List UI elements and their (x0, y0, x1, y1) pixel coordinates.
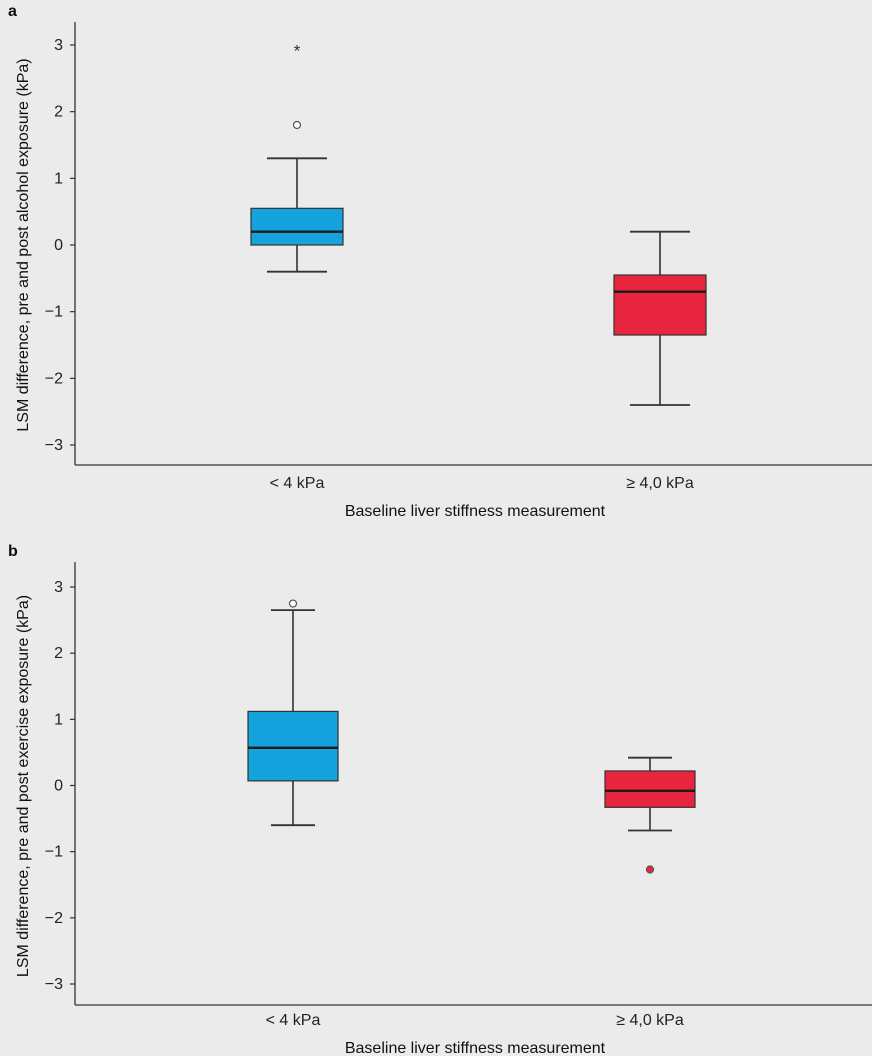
y-axis-title: LSM difference, pre and post alcohol exp… (15, 58, 32, 431)
box (604, 770, 696, 808)
y-tick-label: −2 (45, 370, 63, 387)
y-tick-label: −1 (45, 844, 63, 861)
extreme-outlier: * (294, 41, 301, 60)
y-tick-label: 2 (54, 104, 63, 121)
y-tick-label: 0 (54, 237, 63, 254)
outlier-point (292, 120, 302, 130)
y-tick-label: 3 (54, 579, 63, 596)
y-tick-label: −1 (45, 304, 63, 321)
x-tick-label: ≥ 4,0 kPa (626, 475, 694, 492)
panel-a: a LSM difference, pre and post alcohol e… (8, 3, 872, 520)
y-tick-label: −2 (45, 910, 63, 927)
x-tick-label: ≥ 4,0 kPa (616, 1012, 684, 1029)
box-group: * (250, 41, 344, 273)
box-group (247, 599, 339, 827)
y-tick-label: 0 (54, 778, 63, 795)
boxplot-chart-a: a LSM difference, pre and post alcohol e… (8, 3, 872, 520)
y-tick-label: 1 (54, 711, 63, 728)
box (247, 710, 339, 782)
box (250, 207, 344, 246)
outlier-point (645, 865, 655, 874)
box-group (613, 230, 707, 406)
y-axis-title: LSM difference, pre and post exercise ex… (15, 595, 32, 977)
y-tick-label: 1 (54, 170, 63, 187)
box-group (604, 756, 696, 874)
y-tick-label: −3 (45, 437, 63, 454)
x-tick-label: < 4 kPa (270, 475, 325, 492)
box (613, 274, 707, 336)
y-tick-label: 2 (54, 645, 63, 662)
x-axis-title: Baseline liver stiffness measurement (345, 1040, 606, 1056)
boxplot-chart-b: b LSM difference, pre and post exercise … (8, 543, 872, 1056)
x-tick-label: < 4 kPa (266, 1012, 321, 1029)
panel-label: b (8, 543, 18, 560)
panel-label: a (8, 3, 17, 20)
panel-b: b LSM difference, pre and post exercise … (0, 540, 872, 1056)
y-tick-label: −3 (45, 976, 63, 993)
y-tick-label: 3 (54, 37, 63, 54)
outlier-point (288, 599, 298, 608)
x-axis-title: Baseline liver stiffness measurement (345, 503, 606, 520)
